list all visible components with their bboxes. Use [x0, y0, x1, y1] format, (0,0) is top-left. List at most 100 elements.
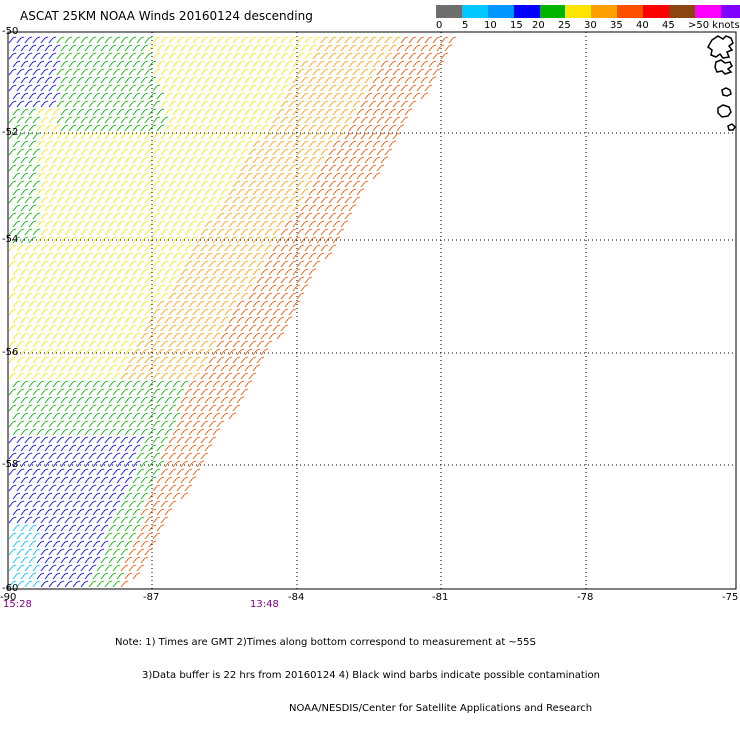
wind-barb	[108, 460, 117, 468]
wind-barb	[20, 124, 29, 132]
wind-barb	[248, 68, 257, 76]
wind-barb	[180, 364, 189, 372]
wind-barb	[100, 252, 109, 260]
wind-barb	[312, 180, 321, 188]
wind-barb	[196, 220, 205, 228]
wind-barb	[80, 308, 89, 316]
wind-barb	[236, 156, 245, 164]
wind-barb	[8, 500, 17, 508]
wind-barb	[164, 492, 173, 500]
wind-barb	[156, 172, 165, 180]
wind-barb	[368, 100, 377, 108]
wind-barb	[64, 324, 73, 332]
wind-barb	[208, 292, 217, 300]
wind-barb	[80, 132, 89, 140]
wind-barb	[100, 220, 109, 228]
wind-barb	[264, 244, 273, 252]
wind-barb	[172, 92, 181, 100]
wind-barb	[112, 564, 121, 572]
wind-barb	[104, 228, 113, 236]
wind-barb	[276, 124, 285, 132]
wind-barb	[360, 84, 369, 92]
wind-barb	[40, 260, 49, 268]
wind-barb	[216, 148, 225, 156]
wind-barb	[40, 356, 49, 364]
wind-barb	[136, 436, 145, 444]
wind-barb	[164, 284, 173, 292]
wind-barb	[88, 340, 97, 348]
wind-barb	[172, 332, 181, 340]
wind-barb	[320, 148, 329, 156]
wind-barb	[148, 364, 157, 372]
wind-barb	[128, 564, 137, 572]
wind-barb	[32, 436, 41, 444]
wind-barb	[220, 124, 229, 132]
legend-label: 30	[584, 20, 597, 31]
wind-barb	[380, 44, 389, 52]
wind-barb	[276, 108, 285, 116]
wind-barb	[360, 164, 369, 172]
wind-barb	[56, 116, 65, 124]
wind-barb	[112, 340, 121, 348]
wind-barb	[188, 364, 197, 372]
wind-barb	[268, 156, 277, 164]
wind-barb	[340, 92, 349, 100]
wind-barb	[208, 164, 217, 172]
wind-barb	[200, 244, 209, 252]
wind-barb	[432, 68, 441, 76]
wind-barb	[48, 84, 57, 92]
wind-barb	[72, 212, 81, 220]
wind-barb	[32, 324, 41, 332]
wind-barb	[68, 204, 77, 212]
wind-barb	[220, 188, 229, 196]
wind-barb	[92, 364, 101, 372]
wind-barb	[48, 36, 57, 44]
wind-barb	[160, 388, 169, 396]
wind-barb	[96, 388, 105, 396]
wind-barb	[16, 52, 25, 60]
wind-barb	[164, 108, 173, 116]
wind-barb	[224, 132, 233, 140]
wind-barb	[332, 76, 341, 84]
wind-barb	[440, 52, 449, 60]
wind-barb	[152, 308, 161, 316]
wind-barb	[16, 212, 25, 220]
wind-barb	[252, 44, 261, 52]
wind-barb	[124, 492, 133, 500]
wind-barb	[88, 532, 97, 540]
wind-barb	[224, 148, 233, 156]
wind-barb	[28, 124, 37, 132]
wind-barb	[148, 492, 157, 500]
wind-barb	[80, 548, 89, 556]
wind-barb	[132, 364, 141, 372]
wind-barb	[152, 36, 161, 44]
wind-barb	[116, 140, 125, 148]
wind-barb	[28, 492, 37, 500]
wind-barb	[12, 124, 21, 132]
wind-barb	[52, 540, 61, 548]
wind-barb	[248, 340, 257, 348]
wind-barb	[292, 188, 301, 196]
wind-barb	[72, 228, 81, 236]
wind-barb	[96, 36, 105, 44]
wind-barb	[64, 84, 73, 92]
wind-barb	[8, 532, 17, 540]
wind-barb	[276, 172, 285, 180]
wind-barb	[148, 348, 157, 356]
wind-barb	[184, 132, 193, 140]
wind-barb	[76, 268, 85, 276]
wind-barb	[328, 68, 337, 76]
wind-barb	[100, 300, 109, 308]
wind-barb	[252, 92, 261, 100]
wind-barb	[208, 132, 217, 140]
wind-barb	[104, 404, 113, 412]
wind-barb	[16, 372, 25, 380]
wind-barb	[228, 172, 237, 180]
wind-barb	[272, 180, 281, 188]
wind-barb	[156, 348, 165, 356]
wind-barb	[152, 84, 161, 92]
wind-barb	[320, 180, 329, 188]
wind-barb	[68, 412, 77, 420]
wind-barb	[212, 236, 221, 244]
wind-barb	[200, 276, 209, 284]
